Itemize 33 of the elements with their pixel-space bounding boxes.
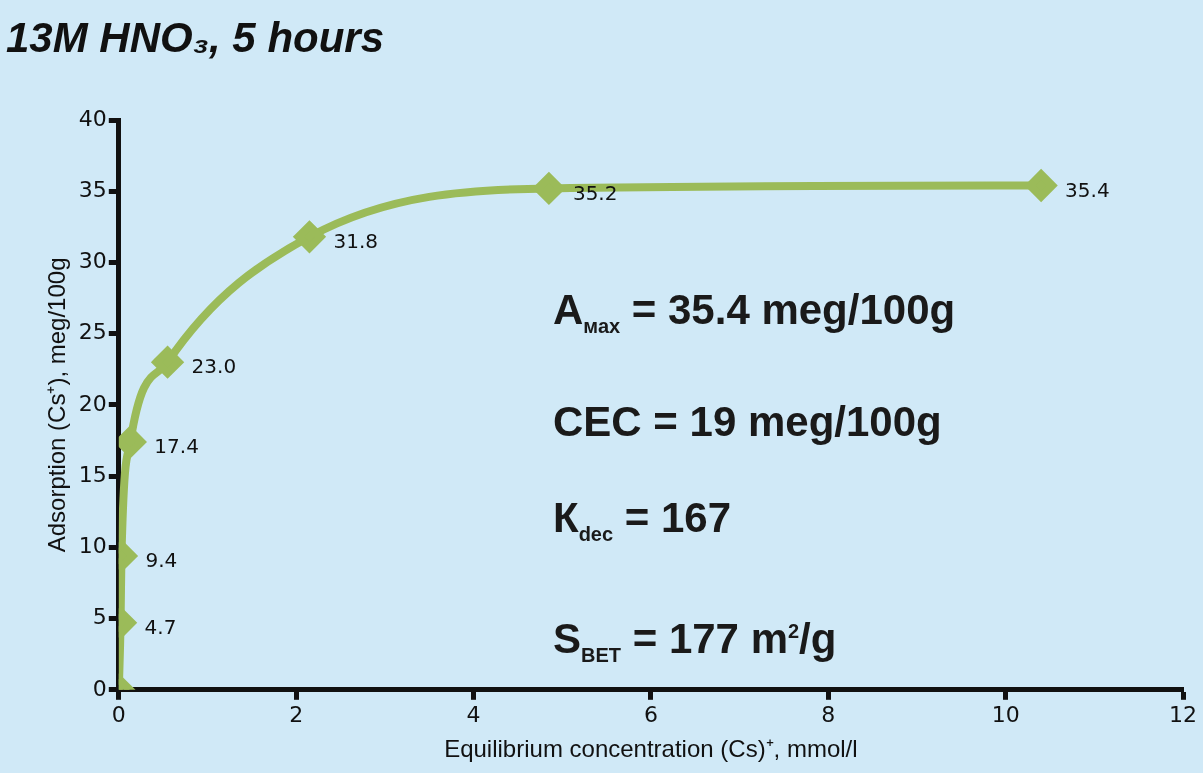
x-tick-label: 8 (821, 701, 836, 727)
data-label: 35.4 (1065, 177, 1110, 202)
x-tick-label: 2 (289, 701, 304, 727)
point (533, 173, 564, 204)
x-tick-label: 4 (466, 701, 481, 727)
data-label: 17.4 (154, 434, 199, 459)
y-tick-label: 40 (78, 105, 107, 131)
point (294, 221, 325, 252)
x-tick-label: 12 (1169, 701, 1197, 727)
chart-title: 13M HNO₃, 5 hours (6, 14, 385, 62)
point (152, 347, 183, 378)
y-tick-label: 25 (78, 319, 107, 345)
point (1026, 168, 1058, 203)
y-tick-label: 30 (78, 248, 107, 274)
annotation: S$_{BET}$ = 177 m$^{2}$/g (553, 613, 838, 669)
annotation: CEC = 19 meg/100g (553, 397, 943, 448)
y-axis-title: Adsorption (Cs⁺), meg/100g (43, 257, 71, 553)
y-tick-label: 10 (78, 533, 107, 559)
x-axis-title: Equilibrium concentration (Cs)⁺, mmol/l (444, 735, 858, 763)
y-tick-label: 20 (78, 390, 107, 416)
data-label: 23.0 (191, 354, 237, 379)
x-tick-label: 0 (111, 701, 126, 727)
annotation: К$_{dec}$ = 167 (553, 493, 733, 548)
annotation: A$_{мах}$ = 35.4 meg/100g (553, 285, 956, 340)
x-tick-label: 6 (643, 701, 658, 727)
y-tick-label: 15 (78, 461, 107, 487)
x-tick-label: 10 (991, 701, 1020, 727)
data-label: 9.4 (145, 548, 178, 573)
data-label: 31.8 (333, 229, 378, 254)
y-tick-label: 0 (92, 675, 107, 701)
y-tick-label: 5 (92, 604, 107, 630)
y-tick-label: 35 (78, 176, 107, 202)
data-label: 4.7 (144, 615, 177, 640)
